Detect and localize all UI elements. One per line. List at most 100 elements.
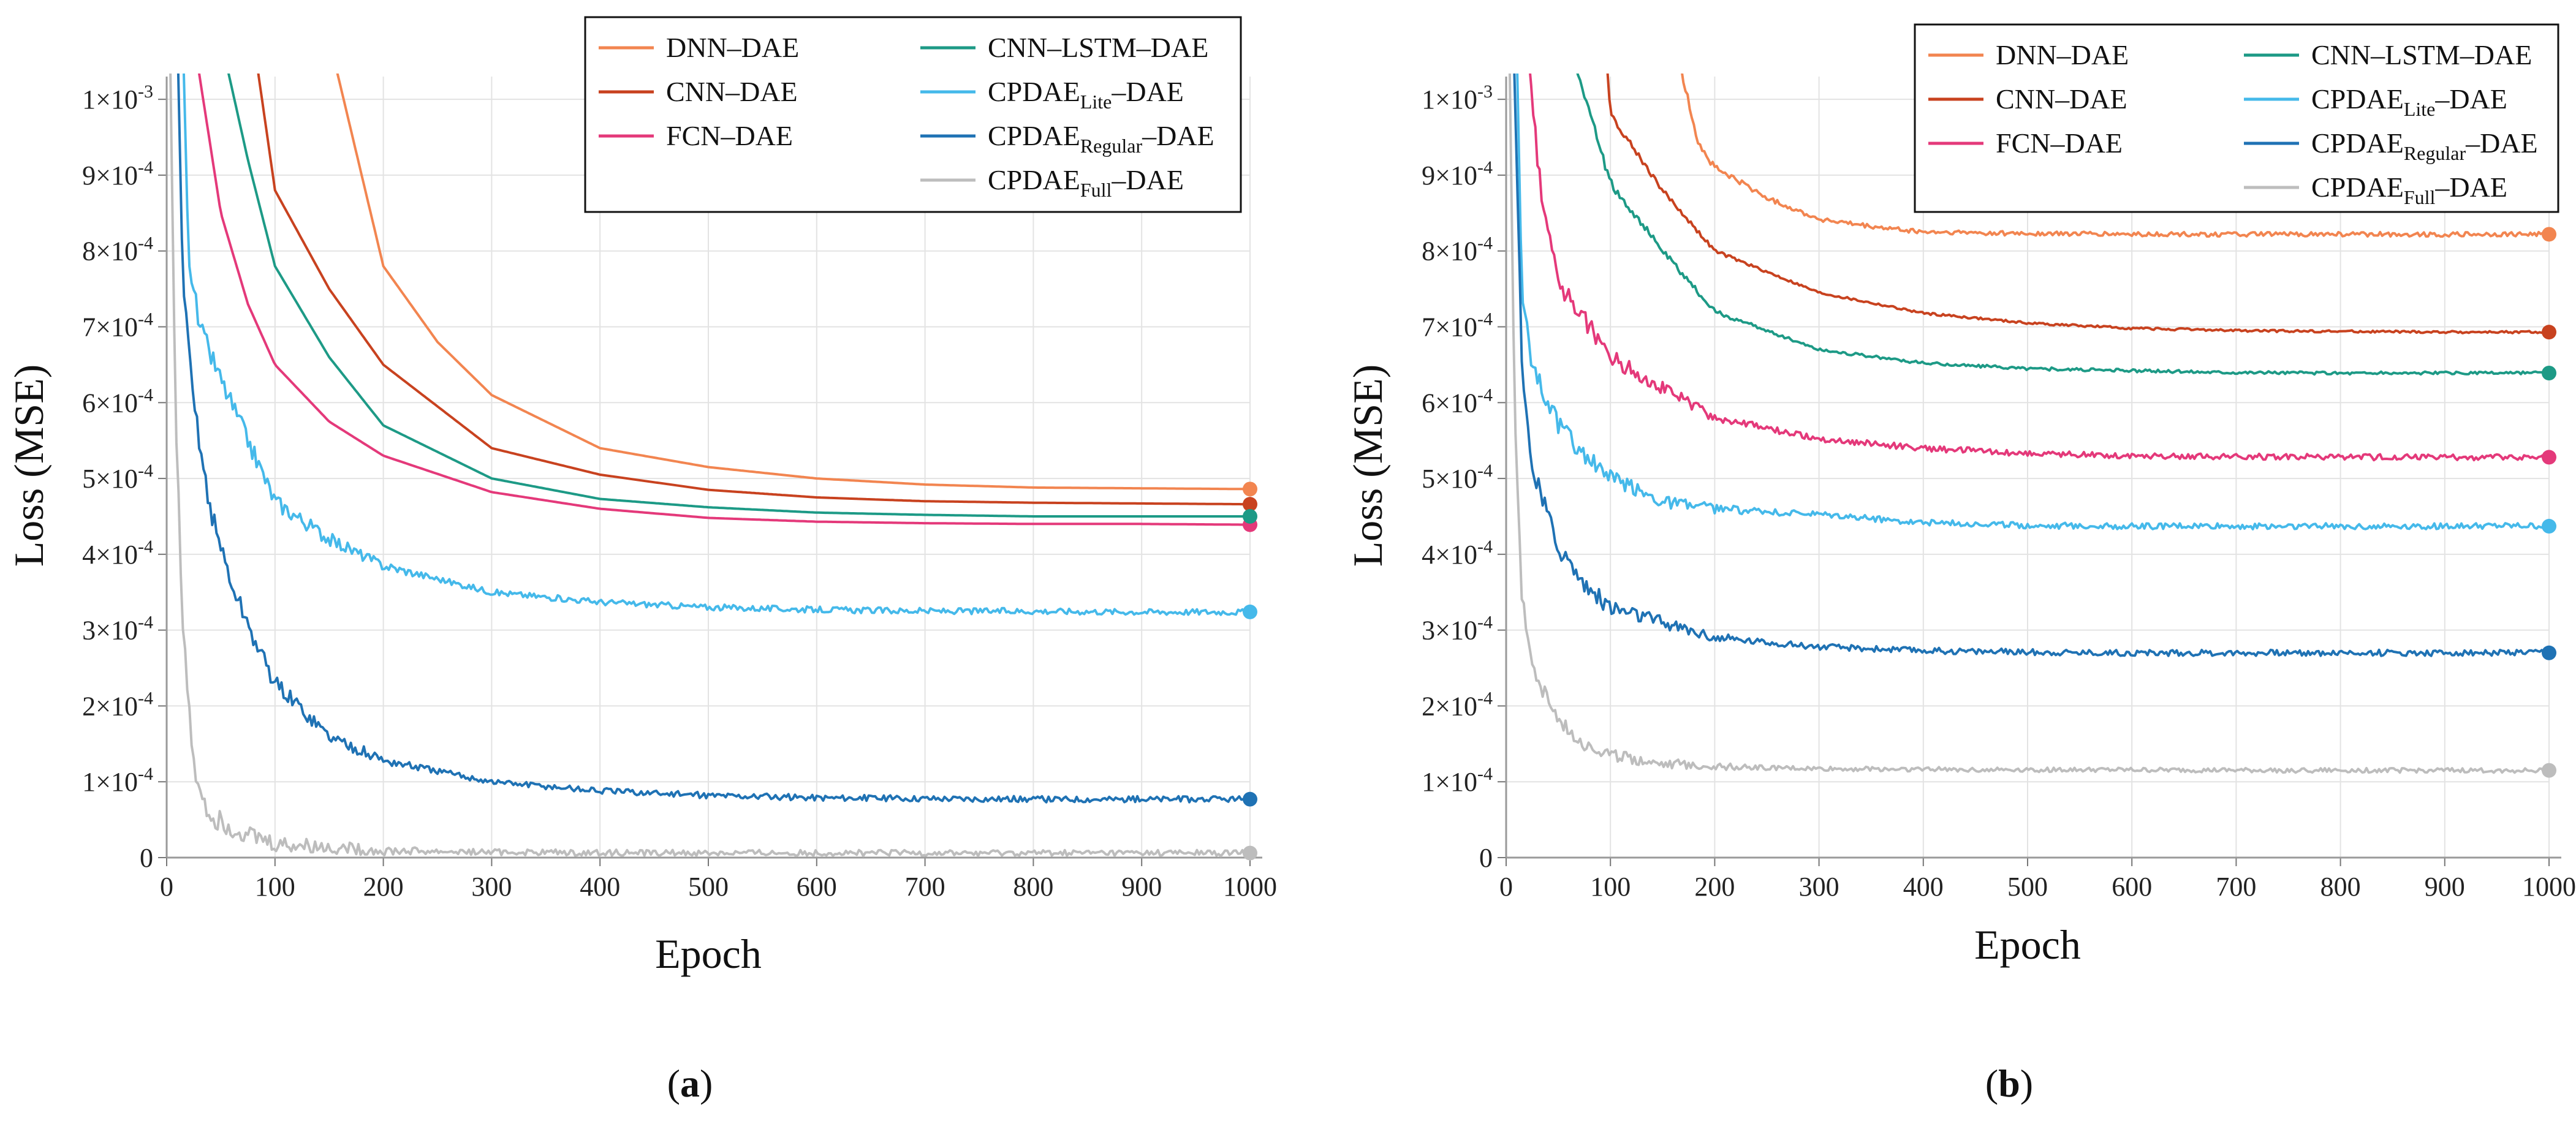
legend-label-dnn-dae: DNN–DAE [666,32,799,63]
series-line-cnn-lstm-dae [227,74,1250,518]
series-line-cpdae-regular [176,74,1251,804]
x-axis-label: Epoch [1974,921,2081,968]
x-tick-label: 400 [1903,872,1944,902]
end-point-cpdae-lite [1243,604,1257,619]
y-tick-label: 9×10-4 [1422,157,1493,191]
x-tick-label: 100 [1590,872,1631,902]
end-point-dnn-dae [2542,227,2556,242]
y-tick-label: 1×10-4 [1422,764,1493,797]
legend-label-cnn-lstm-dae: CNN–LSTM–DAE [2311,39,2532,70]
y-tick-label: 1×10-3 [82,81,153,115]
end-point-cpdae-full [1243,845,1257,861]
chart-panel-a: 0 100 200 300 400 500 600 700 800 900 1000 0 1×10-4 2… [6,16,1277,1105]
legend-label-cpdae-lite: CPDAELite–DAE [2311,83,2507,120]
x-tick-label: 300 [471,872,512,902]
legend-box [1914,23,2559,213]
y-tick-label: 7×10-4 [1422,309,1493,342]
series-line-cnn-dae [1606,74,2549,334]
legend: DNN–DAE CNN–DAE FCN–DAE CNN–LSTM–DAE CPDAELi… [584,16,1242,213]
series-line-dnn-dae [1681,74,2550,238]
x-tick-label: 1000 [2522,872,2576,902]
legend: DNN–DAE CNN–DAE FCN–DAE CNN–LSTM–DAE CPDAELi… [1914,23,2559,213]
legend-label-cpdae-full: CPDAEFull–DAE [2311,172,2507,208]
x-tick-label: 100 [255,872,295,902]
legend-box [584,16,1242,213]
y-tick-label: 4×10-4 [82,537,153,570]
legend-label-dnn-dae: DNN–DAE [1996,39,2129,70]
y-tick-label: 1×10-3 [1422,81,1493,115]
x-tick-label: 900 [2425,872,2465,902]
chart-panel-b: 0 100 200 300 400 500 600 700 800 900 1000 0 1×10-4 2… [1344,23,2576,1105]
y-axis-label: Loss (MSE) [6,364,52,567]
end-point-cpdae-regular [2542,645,2556,660]
end-point-cnn-lstm-dae [2542,366,2556,381]
series-group [1508,74,2550,774]
end-point-fcn-dae [2542,450,2556,465]
x-tick-label: 300 [1799,872,1839,902]
y-tick-label: 9×10-4 [82,157,153,191]
y-tick-label: 2×10-4 [82,688,153,721]
series-line-cnn-dae [257,74,1251,506]
panel-label: (a) [667,1062,713,1105]
x-axis-label: Epoch [655,930,762,977]
legend-label-cpdae-regular: CPDAERegular–DAE [988,120,1214,157]
series-line-fcn-dae [198,74,1249,526]
end-point-cnn-dae [1243,497,1257,512]
end-point-cnn-dae [2542,325,2556,340]
series-line-cpdae-regular [1513,74,2549,657]
series-line-fcn-dae [1529,74,2550,462]
x-tick-label: 500 [688,872,729,902]
y-tick-label: 2×10-4 [1422,688,1493,721]
series-line-dnn-dae [336,74,1250,491]
end-point-dnn-dae [1243,481,1257,497]
y-tick-label: 0 [1479,843,1493,873]
x-tick-label: 900 [1121,872,1162,902]
x-tick-label: 0 [160,872,173,902]
end-point-cpdae-lite [2542,519,2556,534]
y-tick-label: 7×10-4 [82,309,153,342]
y-tick-label: 5×10-4 [82,461,153,494]
series-group [169,74,1251,858]
series-line-cpdae-lite [182,74,1251,616]
x-tick-label: 200 [1694,872,1735,902]
y-tick-label: 6×10-4 [1422,385,1493,418]
y-tick-label: 3×10-4 [82,613,153,646]
x-tick-label: 700 [905,872,945,902]
y-tick-label: 8×10-4 [1422,233,1493,266]
x-tick-label: 800 [2320,872,2361,902]
end-point-cnn-lstm-dae [1243,508,1257,524]
x-tick-label: 200 [363,872,404,902]
y-tick-label: 4×10-4 [1422,537,1493,570]
x-tick-label: 500 [2007,872,2048,902]
legend-label-fcn-dae: FCN–DAE [1996,127,2123,159]
y-tick-label: 5×10-4 [1422,461,1493,494]
series-line-cpdae-lite [1516,74,2550,530]
y-axis-label: Loss (MSE) [1344,364,1391,567]
legend-label-cpdae-regular: CPDAERegular–DAE [2311,127,2538,164]
panel-label: (b) [1985,1062,2033,1105]
y-tick-label: 1×10-4 [82,764,153,797]
x-tick-label: 600 [797,872,837,902]
series-line-cpdae-full [169,74,1249,858]
end-point-cpdae-regular [1243,791,1257,807]
legend-label-cnn-lstm-dae: CNN–LSTM–DAE [988,32,1208,63]
y-tick-label: 8×10-4 [82,233,153,266]
x-tick-label: 800 [1013,872,1053,902]
y-tick-label: 6×10-4 [82,385,153,418]
end-point-cpdae-full [2542,763,2556,778]
x-tick-label: 400 [580,872,620,902]
legend-label-cnn-dae: CNN–DAE [666,76,798,107]
series-line-cpdae-full [1508,74,2550,774]
series-line-cnn-lstm-dae [1576,74,2549,376]
x-tick-label: 600 [2112,872,2152,902]
legend-label-fcn-dae: FCN–DAE [666,120,793,151]
legend-label-cpdae-lite: CPDAELite–DAE [988,76,1184,113]
legend-label-cpdae-full: CPDAEFull–DAE [988,164,1184,201]
x-tick-label: 0 [1499,872,1513,902]
y-tick-label: 0 [140,843,153,873]
legend-label-cnn-dae: CNN–DAE [1996,83,2127,115]
y-tick-label: 3×10-4 [1422,613,1493,646]
x-tick-label: 1000 [1223,872,1277,902]
x-tick-label: 700 [2216,872,2256,902]
